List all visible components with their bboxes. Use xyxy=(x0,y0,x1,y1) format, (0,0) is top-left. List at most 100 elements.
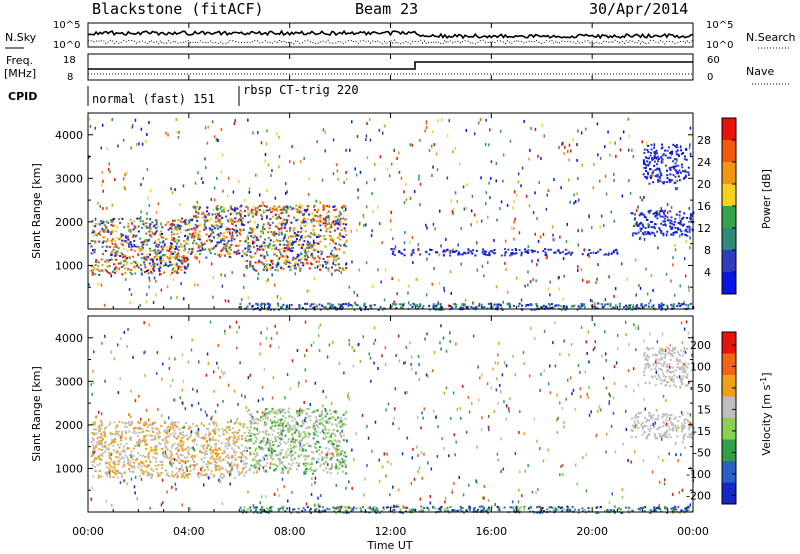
power-cell xyxy=(677,170,680,173)
power-cell xyxy=(316,265,319,269)
velocity-cell xyxy=(101,455,104,458)
power-cell xyxy=(466,305,469,308)
velocity-cell xyxy=(170,452,173,455)
velocity-cell xyxy=(265,469,267,472)
velocity-cell xyxy=(142,423,145,426)
velocity-cell xyxy=(103,430,106,433)
power-cell xyxy=(160,273,162,276)
power-cell xyxy=(675,170,678,173)
power-cell xyxy=(152,249,155,252)
power-cell xyxy=(267,302,270,305)
power-cell xyxy=(238,252,241,255)
velocity-cell xyxy=(180,464,183,467)
velocity-cell xyxy=(309,419,312,422)
power-cell xyxy=(92,266,95,269)
velocity-cell xyxy=(681,362,684,365)
velocity-cell xyxy=(117,460,120,463)
power-cell xyxy=(167,133,169,137)
velocity-cell xyxy=(287,411,290,414)
velocity-cell xyxy=(151,426,154,429)
power-cell xyxy=(324,307,327,310)
velocity-cell xyxy=(254,440,257,443)
power-cell xyxy=(530,127,532,130)
power-cell xyxy=(653,143,656,147)
power-cell xyxy=(305,258,308,261)
velocity-cell xyxy=(274,436,277,438)
power-cell xyxy=(685,228,688,231)
power-cell xyxy=(499,304,502,307)
power-cell xyxy=(132,255,135,258)
power-cell xyxy=(276,209,279,212)
power-cell xyxy=(303,212,306,216)
velocity-cell xyxy=(682,367,685,370)
power-cell xyxy=(130,293,133,296)
power-cell xyxy=(145,232,148,235)
velocity-cell xyxy=(657,427,660,430)
power-cell xyxy=(337,303,340,306)
velocity-cell xyxy=(341,458,344,461)
power-cell xyxy=(209,234,212,237)
velocity-cell xyxy=(281,468,284,471)
power-cell xyxy=(359,306,361,309)
power-cell xyxy=(340,229,343,232)
power-cell xyxy=(347,302,350,305)
power-cell xyxy=(111,240,113,243)
velocity-cell xyxy=(217,464,220,467)
power-cell xyxy=(527,251,530,254)
power-cell xyxy=(101,245,104,248)
velocity-cell xyxy=(92,447,95,450)
velocity-cell xyxy=(328,448,331,451)
power-cell xyxy=(185,256,188,259)
power-cell xyxy=(560,305,563,308)
power-cell xyxy=(330,239,333,242)
velocity-cell xyxy=(293,441,296,444)
velocity-cell xyxy=(165,447,168,450)
velocity-cell xyxy=(298,440,301,443)
power-cell xyxy=(415,277,418,281)
velocity-cell xyxy=(648,364,651,367)
power-cell xyxy=(521,166,524,170)
power-cell xyxy=(552,225,554,229)
velocity-cell xyxy=(156,427,159,430)
velocity-cell xyxy=(648,419,651,422)
velocity-cell xyxy=(203,453,206,456)
velocity-cell xyxy=(174,447,177,450)
velocity-cell xyxy=(145,466,148,469)
power-cell xyxy=(103,230,106,233)
power-cell xyxy=(549,248,552,251)
power-cell xyxy=(365,134,368,138)
power-cell xyxy=(313,208,316,211)
velocity-cell xyxy=(172,444,174,447)
power-cell xyxy=(89,124,92,128)
power-cell xyxy=(228,217,231,220)
velocity-cell xyxy=(637,427,640,429)
power-cell xyxy=(610,210,612,214)
power-cell xyxy=(105,220,108,223)
velocity-cell xyxy=(145,422,148,425)
power-cell xyxy=(245,205,248,208)
power-cell xyxy=(111,203,114,207)
power-cell xyxy=(656,152,658,155)
power-cell xyxy=(658,306,661,309)
power-cell xyxy=(677,175,680,178)
velocity-cell xyxy=(677,420,680,423)
power-cell xyxy=(393,254,396,257)
power-cell xyxy=(395,303,398,306)
power-cell xyxy=(647,144,650,147)
power-cell xyxy=(648,211,651,214)
power-cell xyxy=(94,222,97,225)
velocity-cell xyxy=(167,435,170,438)
velocity-cell xyxy=(181,474,184,477)
velocity-cell xyxy=(227,440,230,443)
power-cell xyxy=(338,248,341,251)
velocity-cell xyxy=(312,410,315,413)
power-cell xyxy=(683,212,686,215)
power-cell xyxy=(247,208,249,211)
power-cell xyxy=(366,122,368,125)
velocity-cell xyxy=(99,443,102,445)
power-cell xyxy=(342,267,344,270)
power-cell xyxy=(266,251,268,255)
power-cell xyxy=(110,220,113,223)
power-cell xyxy=(334,306,337,309)
